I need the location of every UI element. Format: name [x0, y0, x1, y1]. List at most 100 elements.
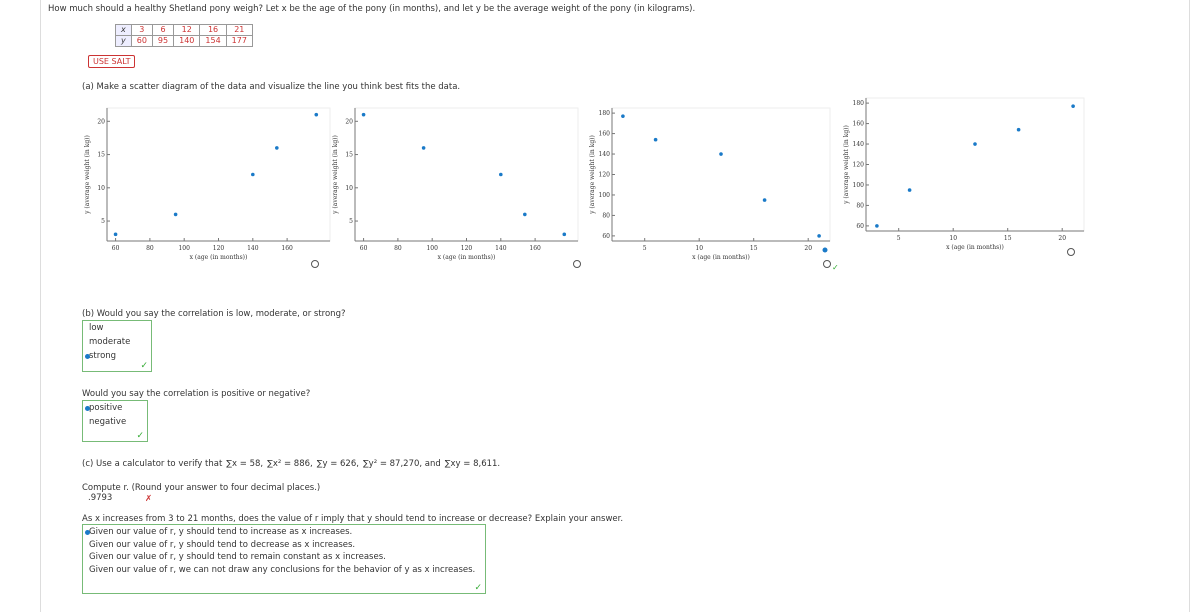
info-icon[interactable] [823, 260, 831, 268]
part-a-prompt: (a) Make a scatter diagram of the data a… [82, 82, 461, 92]
info-icon[interactable] [1067, 248, 1075, 256]
x-tick-label: 15 [1004, 235, 1012, 242]
y-tick-label: 100 [853, 182, 865, 189]
x-tick-label: 5 [897, 235, 901, 242]
x-tick-label: 80 [146, 245, 154, 252]
option[interactable]: Given our value of r, we can not draw an… [89, 565, 475, 575]
x-tick-label: 100 [426, 245, 438, 252]
cell: 177 [225, 35, 253, 47]
point [523, 212, 527, 217]
y-tick-label: 160 [599, 131, 611, 138]
info-icon[interactable] [573, 260, 581, 268]
options-box: ✓ positive negative [82, 400, 148, 442]
point [653, 137, 658, 142]
point [562, 232, 567, 237]
info-icon[interactable] [311, 260, 319, 268]
y-tick-label: 140 [853, 141, 865, 148]
options-box: ✓ Given our value of r, y should tend to … [82, 524, 486, 594]
x-tick-label: 140 [495, 245, 507, 252]
radio-selected [85, 354, 90, 359]
y-tick-label: 20 [97, 118, 105, 125]
point [314, 112, 319, 117]
check: ✓ [832, 263, 839, 272]
point [1071, 104, 1075, 108]
x-tick-label: 140 [247, 245, 259, 252]
option-label: Given our value of r, y should tend to i… [89, 527, 353, 537]
option-label: Given our value of r, y should tend to d… [89, 539, 356, 550]
frame [40, 0, 1190, 612]
x-tick-label: 60 [112, 245, 120, 252]
radio-selected [85, 406, 90, 411]
point [275, 146, 279, 150]
x-axis-label: x (age (in months)) [438, 254, 496, 261]
row-label: y [115, 35, 132, 47]
part-c-intro: (c) Use a calculator to verify that [82, 459, 223, 469]
y-axis-label: y (average weight (in kg)) [843, 125, 850, 205]
point [973, 142, 977, 146]
x-tick-label: 10 [695, 245, 703, 252]
plots: 60 80 100 120 140 160 5 10 15 20 x (age (in months… [84, 97, 1085, 272]
salt-button[interactable]: USE SALT [88, 55, 136, 68]
option-label: negative [89, 417, 127, 427]
plot-area [106, 107, 331, 242]
y-tick-label: 120 [853, 162, 865, 169]
point [251, 172, 255, 177]
option[interactable]: Given our value of r, y should tend to i… [85, 527, 353, 537]
radio [822, 247, 828, 253]
y-tick-label: 15 [345, 152, 353, 159]
y-tick-label: 10 [97, 185, 105, 192]
part-b2-prompt: Would you say the correlation is positiv… [82, 389, 311, 399]
compute-prompt: Compute r. (Round your answer to four de… [82, 483, 321, 493]
y-tick-label: 5 [349, 218, 353, 225]
option-label: strong [89, 351, 117, 361]
point [621, 114, 625, 118]
option[interactable]: strong [85, 351, 117, 361]
sum: ∑y² = 87,270, and [362, 459, 441, 469]
x-tick-label: 100 [178, 245, 190, 252]
option-label: Given our value of r, we can not draw an… [89, 564, 476, 575]
x-tick-label: 10 [949, 235, 957, 242]
y-tick-label: 10 [345, 185, 353, 192]
option[interactable]: negative [89, 417, 126, 427]
x-tick-label: 20 [804, 245, 812, 252]
y-tick-label: 180 [853, 100, 865, 107]
option[interactable]: Given our value of r, y should tend to r… [89, 552, 386, 562]
option-label: low [89, 323, 104, 333]
data-table: x 3 6 12 16 21 y 60 95 140 154 177 [115, 24, 253, 47]
sum: ∑x = 58, [226, 459, 264, 469]
x-tick-label: 20 [1058, 235, 1066, 242]
wrong-mark: ✗ [145, 494, 153, 504]
x-axis-label: x (age (in months)) [946, 244, 1004, 251]
radio-selected [85, 530, 90, 535]
option[interactable]: positive [85, 403, 122, 413]
option-label: Given our value of r, y should tend to r… [89, 552, 386, 562]
plot-area [611, 107, 831, 242]
plot-area [865, 97, 1085, 232]
x-axis-label: x (age (in months)) [190, 254, 248, 261]
part-d-prompt: As x increases from 3 to 21 months, does… [82, 514, 624, 524]
x-tick-label: 160 [529, 245, 541, 252]
table-row: x 3 6 12 16 21 [115, 24, 253, 36]
point [113, 232, 118, 237]
option[interactable]: moderate [89, 337, 130, 347]
y-tick-label: 20 [345, 118, 353, 125]
y-tick-label: 80 [856, 202, 864, 209]
option[interactable]: low [89, 323, 104, 333]
part-b-prompt: (b) Would you say the correlation is low… [82, 309, 346, 319]
point [1016, 127, 1021, 132]
point [907, 188, 912, 192]
point [762, 198, 767, 202]
option[interactable]: Given our value of r, y should tend to d… [89, 540, 355, 550]
point [875, 224, 879, 228]
plot-area [354, 107, 579, 242]
point [361, 112, 366, 117]
part-c-sums: (c) Use a calculator to verify that ∑x = … [82, 459, 500, 469]
x-tick-label: 120 [461, 245, 473, 252]
y-axis-label: y (average weight (in kg)) [84, 135, 91, 215]
y-tick-label: 180 [599, 110, 611, 117]
option-label: moderate [89, 337, 131, 347]
y-tick-label: 5 [101, 218, 105, 225]
x-tick-label: 5 [643, 245, 647, 252]
y-axis-label: y (average weight (in kg)) [332, 135, 339, 215]
